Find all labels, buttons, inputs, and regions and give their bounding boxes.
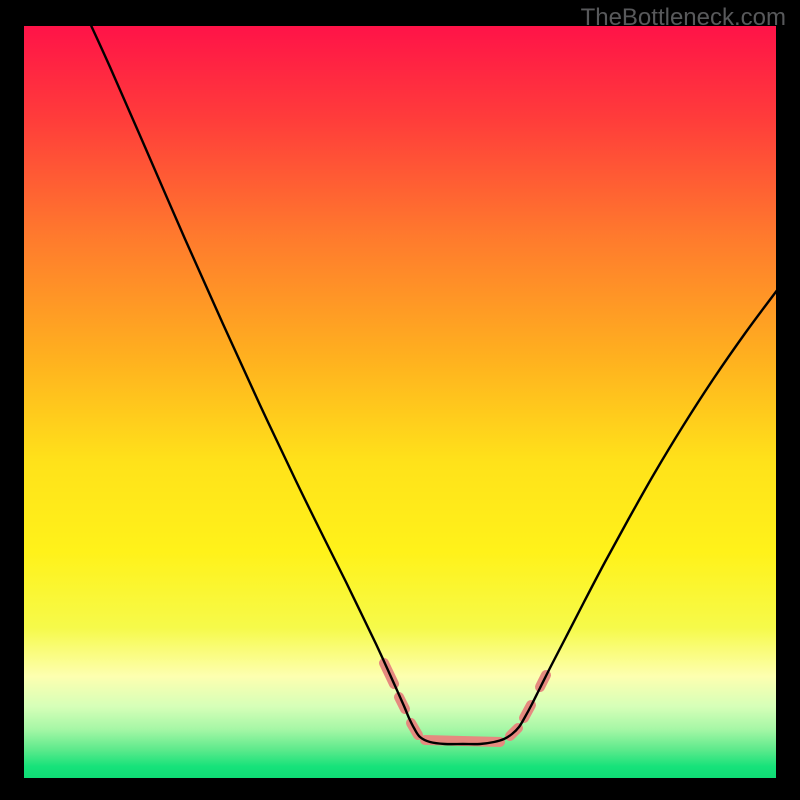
bottleneck-curve [89, 21, 778, 744]
watermark-text: TheBottleneck.com [581, 4, 786, 32]
bottom-marker-band [384, 663, 546, 742]
chart-stage: TheBottleneck.com [0, 0, 800, 800]
chart-overlay [0, 0, 800, 800]
marker-segment [425, 740, 500, 742]
